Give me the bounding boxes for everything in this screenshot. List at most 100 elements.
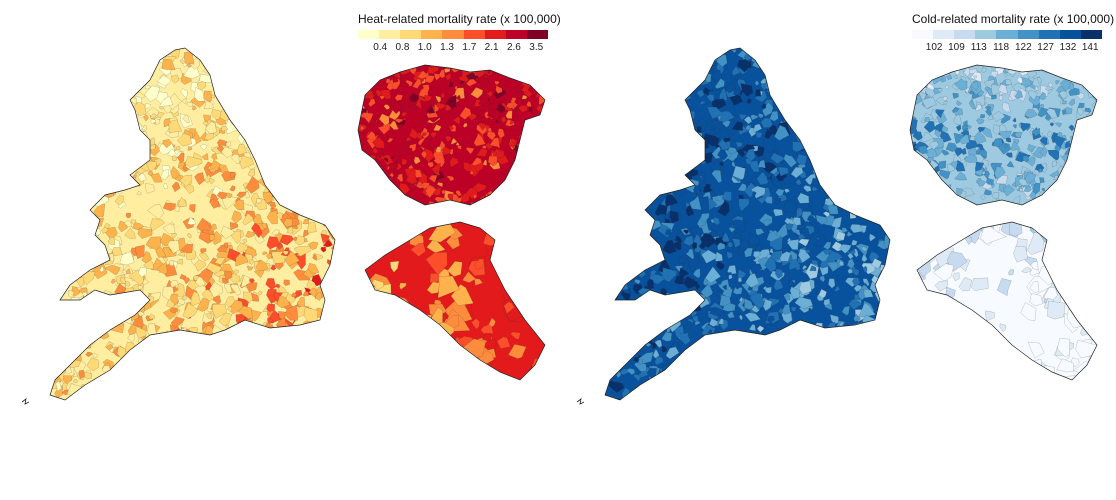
- area-unit: [222, 63, 227, 69]
- heat-swatch: [442, 30, 464, 39]
- area-unit: [869, 178, 881, 192]
- area-unit: [677, 230, 681, 235]
- area-unit: [527, 222, 545, 241]
- area-unit: [668, 48, 678, 50]
- area-unit: [55, 48, 62, 53]
- area-unit: [823, 53, 831, 62]
- area-unit: [251, 125, 259, 132]
- area-unit: [801, 348, 814, 361]
- area-unit: [927, 170, 933, 175]
- area-unit: [816, 84, 822, 90]
- heat-swatch: [400, 30, 422, 39]
- area-unit: [525, 136, 531, 141]
- area-unit: [592, 270, 603, 281]
- area-unit: [331, 130, 335, 141]
- area-unit: [60, 102, 67, 109]
- area-unit: [50, 262, 60, 273]
- area-unit: [910, 147, 912, 152]
- area-unit: [68, 290, 75, 298]
- area-unit: [239, 121, 252, 133]
- area-unit: [1037, 77, 1043, 84]
- area-unit: [212, 295, 221, 305]
- area-unit: [710, 217, 720, 225]
- area-unit: [277, 193, 283, 199]
- area-unit: [534, 138, 542, 146]
- area-unit: [785, 103, 803, 117]
- area-unit: [285, 350, 293, 362]
- area-unit: [784, 103, 797, 120]
- area-unit: [626, 229, 642, 246]
- area-unit: [304, 90, 315, 99]
- area-unit: [921, 230, 938, 248]
- area-unit: [749, 293, 765, 310]
- area-unit: [50, 92, 54, 97]
- area-unit: [519, 65, 527, 73]
- area-unit: [354, 184, 358, 189]
- area-unit: [331, 101, 335, 114]
- area-unit: [358, 178, 362, 185]
- area-unit: [124, 220, 133, 228]
- area-unit: [121, 75, 132, 88]
- area-unit: [297, 110, 312, 126]
- area-unit: [853, 191, 862, 203]
- area-unit: [289, 78, 298, 85]
- area-unit: [994, 166, 1006, 180]
- area-unit: [770, 382, 783, 399]
- area-unit: [231, 375, 239, 384]
- area-unit: [620, 230, 635, 242]
- area-unit: [637, 131, 648, 142]
- area-unit: [673, 300, 682, 309]
- area-unit: [83, 192, 93, 200]
- area-unit: [853, 83, 859, 88]
- area-unit: [101, 307, 114, 320]
- area-unit: [78, 312, 92, 331]
- area-unit: [233, 199, 245, 210]
- area-unit: [96, 123, 104, 135]
- area-unit: [667, 82, 679, 92]
- area-unit: [283, 218, 293, 228]
- area-unit: [870, 333, 883, 345]
- area-unit: [643, 302, 655, 314]
- area-unit: [910, 118, 918, 129]
- area-unit: [594, 123, 599, 130]
- area-unit: [646, 143, 660, 158]
- cold-swatch: [933, 30, 955, 39]
- area-unit: [511, 164, 521, 178]
- area-unit: [298, 339, 312, 352]
- area-unit: [429, 206, 437, 212]
- area-unit: [73, 137, 86, 146]
- area-unit: [684, 301, 694, 310]
- area-unit: [759, 354, 775, 367]
- area-unit: [842, 130, 857, 142]
- area-unit: [624, 67, 634, 75]
- area-unit: [119, 303, 132, 315]
- area-unit: [1062, 109, 1067, 116]
- area-unit: [925, 170, 935, 183]
- area-unit: [176, 145, 181, 150]
- area-unit: [41, 162, 47, 169]
- area-unit: [605, 158, 610, 171]
- area-unit: [365, 370, 382, 380]
- area-unit: [770, 69, 784, 86]
- area-unit: [109, 113, 119, 123]
- area-unit: [331, 112, 335, 123]
- area-unit: [855, 180, 862, 187]
- area-unit: [855, 165, 869, 178]
- area-unit: [888, 88, 890, 98]
- area-unit: [138, 266, 147, 278]
- area-unit: [765, 361, 780, 373]
- area-unit: [122, 269, 127, 275]
- area-unit: [192, 397, 199, 400]
- area-unit: [606, 127, 616, 141]
- area-unit: [85, 115, 91, 122]
- area-unit: [386, 82, 394, 91]
- area-unit: [307, 222, 317, 234]
- area-unit: [844, 48, 856, 62]
- area-unit: [616, 170, 624, 177]
- area-unit: [728, 132, 734, 139]
- area-unit: [783, 84, 793, 94]
- area-unit: [105, 386, 110, 392]
- area-unit: [910, 164, 912, 168]
- area-unit: [788, 259, 801, 271]
- area-unit: [941, 125, 948, 132]
